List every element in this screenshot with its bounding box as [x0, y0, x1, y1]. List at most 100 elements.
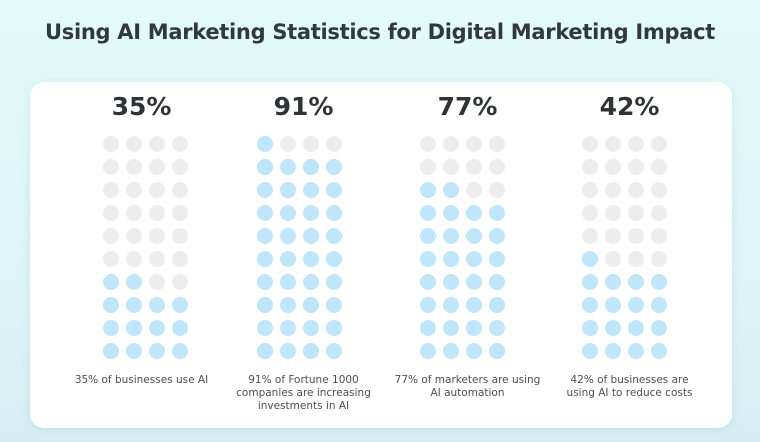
empty-dot — [172, 251, 188, 267]
filled-dot — [172, 297, 188, 313]
filled-dot — [420, 343, 436, 359]
filled-dot — [605, 297, 621, 313]
page-title: Using AI Marketing Statistics for Digita… — [45, 20, 715, 44]
filled-dot — [489, 251, 505, 267]
filled-dot — [280, 343, 296, 359]
filled-dot — [466, 228, 482, 244]
filled-dot — [103, 297, 119, 313]
empty-dot — [628, 159, 644, 175]
filled-dot — [280, 228, 296, 244]
empty-dot — [628, 182, 644, 198]
dot-grid — [103, 136, 188, 359]
empty-dot — [443, 136, 459, 152]
filled-dot — [443, 182, 459, 198]
filled-dot — [103, 274, 119, 290]
stat-caption: 35% of businesses use AI — [74, 374, 209, 386]
empty-dot — [172, 136, 188, 152]
stat-column-1: 35% 35% of businesses use AI — [54, 82, 229, 428]
filled-dot — [420, 251, 436, 267]
empty-dot — [582, 228, 598, 244]
empty-dot — [628, 228, 644, 244]
filled-dot — [126, 343, 142, 359]
empty-dot — [651, 228, 667, 244]
filled-dot — [651, 343, 667, 359]
filled-dot — [326, 205, 342, 221]
filled-dot — [326, 297, 342, 313]
filled-dot — [172, 343, 188, 359]
filled-dot — [126, 320, 142, 336]
filled-dot — [257, 228, 273, 244]
empty-dot — [149, 274, 165, 290]
empty-dot — [172, 205, 188, 221]
dot-grid — [420, 136, 505, 359]
filled-dot — [582, 251, 598, 267]
filled-dot — [443, 343, 459, 359]
filled-dot — [582, 320, 598, 336]
stat-column-2: 91% 91% of Fortune 1000 companies are in… — [216, 82, 391, 428]
empty-dot — [103, 182, 119, 198]
empty-dot — [628, 205, 644, 221]
filled-dot — [651, 297, 667, 313]
filled-dot — [326, 320, 342, 336]
empty-dot — [126, 228, 142, 244]
filled-dot — [466, 343, 482, 359]
filled-dot — [280, 159, 296, 175]
empty-dot — [103, 136, 119, 152]
stat-caption: 42% of businesses are using AI to reduce… — [566, 374, 693, 399]
filled-dot — [582, 274, 598, 290]
filled-dot — [303, 159, 319, 175]
stat-column-3: 77% 77% of marketers are using AI automa… — [380, 82, 555, 428]
empty-dot — [489, 159, 505, 175]
empty-dot — [149, 182, 165, 198]
empty-dot — [489, 182, 505, 198]
filled-dot — [420, 205, 436, 221]
filled-dot — [466, 274, 482, 290]
filled-dot — [489, 274, 505, 290]
filled-dot — [257, 320, 273, 336]
filled-dot — [420, 274, 436, 290]
empty-dot — [149, 205, 165, 221]
filled-dot — [489, 228, 505, 244]
filled-dot — [582, 343, 598, 359]
filled-dot — [126, 274, 142, 290]
filled-dot — [257, 182, 273, 198]
filled-dot — [257, 205, 273, 221]
filled-dot — [280, 205, 296, 221]
empty-dot — [651, 159, 667, 175]
filled-dot — [303, 228, 319, 244]
filled-dot — [280, 251, 296, 267]
empty-dot — [172, 182, 188, 198]
empty-dot — [443, 159, 459, 175]
empty-dot — [126, 182, 142, 198]
empty-dot — [651, 205, 667, 221]
filled-dot — [303, 205, 319, 221]
filled-dot — [443, 251, 459, 267]
empty-dot — [651, 136, 667, 152]
empty-dot — [149, 228, 165, 244]
filled-dot — [443, 228, 459, 244]
filled-dot — [303, 297, 319, 313]
filled-dot — [605, 320, 621, 336]
empty-dot — [103, 251, 119, 267]
filled-dot — [303, 182, 319, 198]
empty-dot — [489, 136, 505, 152]
empty-dot — [126, 251, 142, 267]
filled-dot — [628, 343, 644, 359]
empty-dot — [605, 182, 621, 198]
empty-dot — [126, 205, 142, 221]
empty-dot — [466, 159, 482, 175]
filled-dot — [257, 343, 273, 359]
filled-dot — [420, 228, 436, 244]
empty-dot — [103, 159, 119, 175]
filled-dot — [326, 251, 342, 267]
filled-dot — [466, 297, 482, 313]
empty-dot — [605, 205, 621, 221]
dot-grid — [582, 136, 667, 359]
stat-percentage: 91% — [273, 92, 334, 121]
empty-dot — [420, 159, 436, 175]
empty-dot — [326, 136, 342, 152]
filled-dot — [280, 182, 296, 198]
filled-dot — [582, 297, 598, 313]
filled-dot — [172, 320, 188, 336]
filled-dot — [303, 251, 319, 267]
